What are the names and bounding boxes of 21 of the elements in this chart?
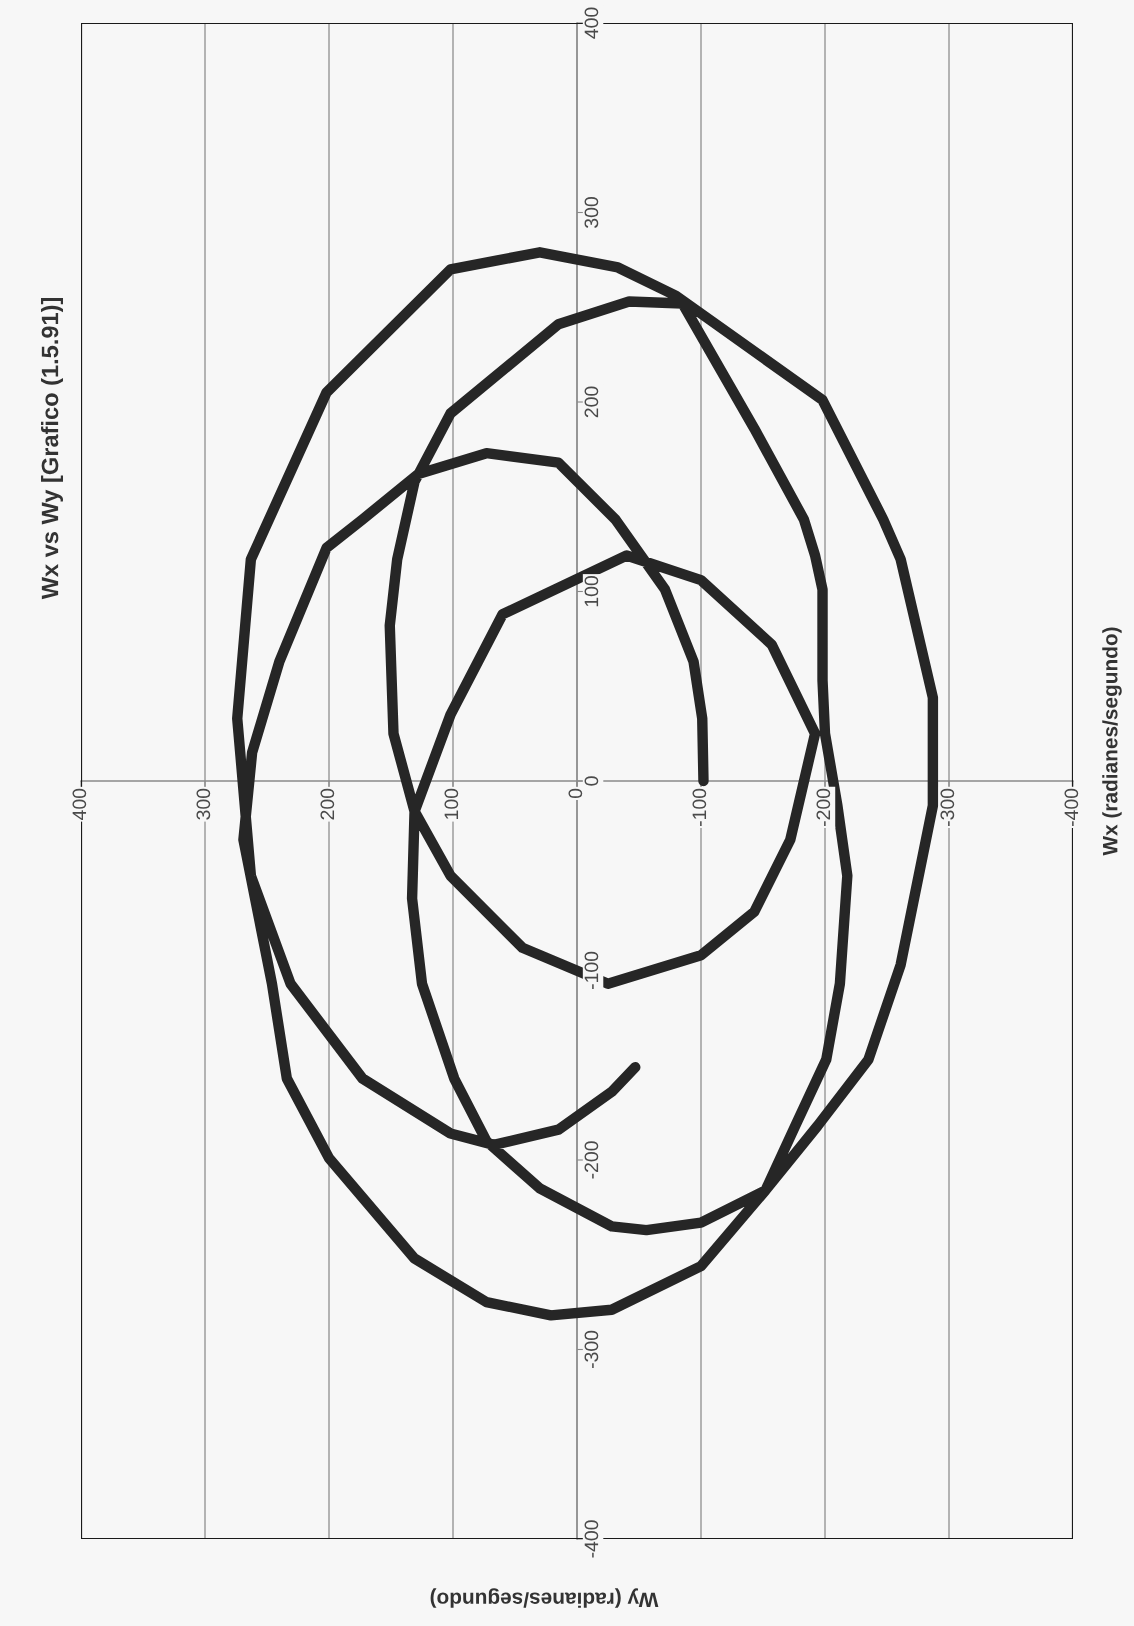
x-tick-label: 300 bbox=[196, 788, 211, 820]
y-tick-label: -100 bbox=[584, 951, 599, 990]
x-tick-label: -300 bbox=[940, 788, 955, 827]
y-tick-label: -300 bbox=[584, 1330, 599, 1369]
text: Wx vs Wy [Grafico (1.5.91)] bbox=[41, 297, 63, 600]
x-tick-label: -100 bbox=[692, 788, 707, 827]
y-tick-label: 0 bbox=[584, 776, 599, 786]
y-tick-label: -200 bbox=[584, 1141, 599, 1179]
y-tick-label: 400 bbox=[584, 7, 599, 39]
x-tick-label: -200 bbox=[816, 788, 831, 827]
x-tick-label: 100 bbox=[444, 788, 459, 819]
y-tick-label: 100 bbox=[584, 576, 599, 607]
x-axis-title: Wy (radianes/segundo) bbox=[430, 1588, 659, 1608]
x-tick-label: 400 bbox=[72, 788, 87, 820]
x-tick-label: -400 bbox=[1064, 788, 1079, 827]
x-tick-label: 200 bbox=[320, 788, 335, 820]
y-tick-label: 200 bbox=[584, 386, 599, 418]
y-tick-label: 300 bbox=[584, 197, 599, 228]
x-tick-label: 0 bbox=[568, 788, 583, 799]
y-axis-title: Wx (radianes/segundo) bbox=[1102, 627, 1122, 856]
y-tick-label: -400 bbox=[584, 1520, 599, 1558]
